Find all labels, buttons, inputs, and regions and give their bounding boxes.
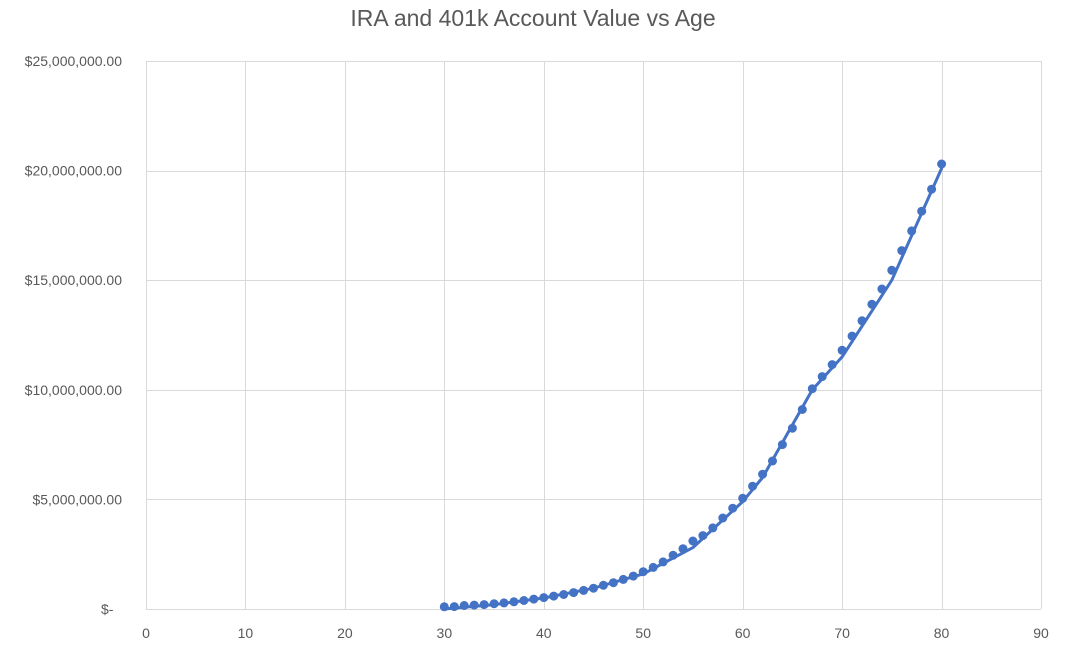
data-point bbox=[589, 583, 598, 593]
x-tick-label: 90 bbox=[1033, 625, 1049, 641]
data-point bbox=[668, 550, 678, 560]
data-point bbox=[638, 567, 648, 577]
data-point bbox=[529, 594, 539, 604]
x-gridlines bbox=[146, 61, 1042, 609]
marker-series bbox=[439, 159, 947, 612]
data-point bbox=[698, 531, 708, 541]
x-tick-label: 70 bbox=[834, 625, 850, 641]
x-tick-label: 80 bbox=[934, 625, 950, 641]
data-point bbox=[847, 331, 857, 341]
data-point bbox=[728, 503, 738, 513]
data-point bbox=[817, 372, 827, 382]
data-point bbox=[579, 585, 589, 595]
data-point bbox=[519, 596, 529, 605]
y-tick-label: $10,000,000.00 bbox=[25, 382, 123, 398]
data-point bbox=[608, 578, 618, 588]
y-tick-label: $25,000,000.00 bbox=[25, 53, 123, 69]
data-point bbox=[837, 345, 847, 355]
data-point bbox=[927, 184, 937, 194]
data-point bbox=[797, 405, 807, 414]
data-point bbox=[877, 284, 887, 294]
data-point bbox=[768, 456, 777, 466]
data-point bbox=[499, 598, 509, 608]
y-gridlines bbox=[146, 61, 1041, 610]
data-point bbox=[917, 206, 927, 216]
data-point bbox=[539, 593, 549, 603]
x-tick-label: 0 bbox=[142, 625, 150, 641]
y-tick-label: $- bbox=[101, 601, 114, 617]
data-point bbox=[787, 423, 797, 433]
chart-title: IRA and 401k Account Value vs Age bbox=[350, 5, 716, 31]
x-tick-label: 50 bbox=[635, 625, 651, 641]
x-tick-label: 30 bbox=[437, 625, 453, 641]
y-tick-label: $15,000,000.00 bbox=[25, 272, 123, 288]
y-tick-label: $5,000,000.00 bbox=[32, 491, 122, 507]
data-point bbox=[718, 513, 728, 523]
data-point bbox=[648, 562, 658, 572]
x-axis-labels: 0 10 20 30 40 50 60 70 80 90 bbox=[142, 625, 1049, 641]
x-tick-label: 40 bbox=[536, 625, 552, 641]
y-tick-label: $20,000,000.00 bbox=[25, 163, 123, 179]
data-point bbox=[857, 316, 867, 326]
data-point bbox=[658, 557, 668, 567]
data-point bbox=[907, 226, 917, 236]
data-point bbox=[867, 299, 877, 309]
data-point bbox=[559, 590, 569, 599]
x-tick-label: 10 bbox=[238, 625, 254, 641]
data-point bbox=[469, 600, 479, 610]
data-point bbox=[748, 481, 758, 491]
data-point bbox=[758, 469, 768, 479]
y-axis-labels: $- $5,000,000.00 $10,000,000.00 $15,000,000… bbox=[25, 53, 123, 617]
data-point bbox=[449, 602, 459, 612]
data-point bbox=[678, 544, 688, 554]
data-point bbox=[897, 246, 907, 256]
data-point bbox=[827, 360, 837, 370]
data-point bbox=[887, 265, 897, 275]
data-point bbox=[509, 597, 519, 607]
x-tick-label: 60 bbox=[735, 625, 751, 641]
data-point bbox=[628, 571, 638, 581]
data-point bbox=[777, 440, 787, 450]
data-point bbox=[489, 599, 499, 609]
data-point bbox=[549, 591, 559, 601]
x-tick-label: 20 bbox=[337, 625, 353, 641]
data-point bbox=[479, 600, 489, 610]
data-point bbox=[618, 574, 628, 584]
data-point bbox=[688, 536, 698, 546]
data-point bbox=[569, 588, 579, 598]
data-point bbox=[439, 602, 449, 612]
data-point bbox=[807, 384, 817, 394]
data-point bbox=[937, 159, 947, 169]
data-point bbox=[708, 523, 718, 533]
data-point bbox=[598, 580, 608, 590]
data-point bbox=[738, 493, 748, 503]
data-point bbox=[459, 601, 469, 610]
